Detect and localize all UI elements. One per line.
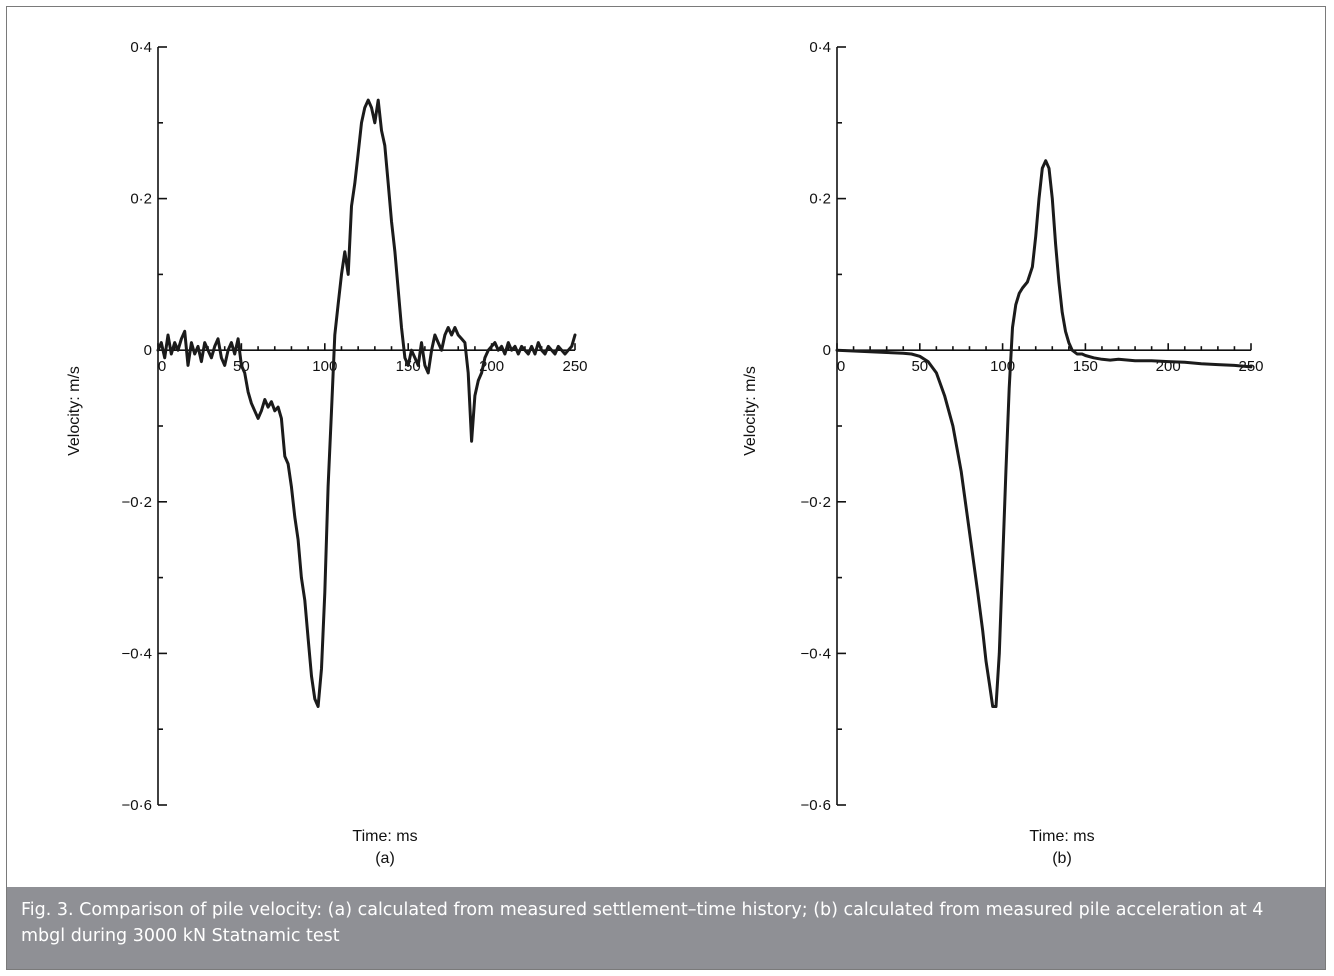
y-tick-label: −0·6 [122, 797, 152, 814]
panel-a: 0·40·20−0·2−0·4−0·60 50 100 150 200 250Veloci… [66, 39, 588, 867]
y-tick-label: −0·6 [801, 797, 831, 814]
y-axis-title: Velocity: m/s [742, 366, 759, 456]
x-tick-label: 50 [911, 358, 928, 375]
y-tick-label: −0·2 [122, 494, 152, 511]
velocity-series-line [835, 159, 1253, 708]
y-tick-label: 0·2 [809, 191, 831, 208]
y-tick-label: −0·4 [122, 645, 152, 662]
y-tick-label: −0·2 [801, 494, 831, 511]
y-tick-label: 0·4 [130, 39, 152, 56]
x-axis-title: Time: ms [352, 828, 417, 845]
chart-canvas: 0·40·20−0·2−0·4−0·60 50 100 150 200 250Veloci… [66, 39, 1264, 867]
x-tick-label: 250 [562, 358, 587, 375]
panel-label: (b) [1052, 850, 1072, 867]
velocity-series-line [156, 98, 577, 708]
x-axis-title: Time: ms [1029, 828, 1094, 845]
y-tick-label: 0 [823, 342, 831, 359]
x-tick-label: 0 [158, 358, 166, 375]
caption-box: Fig. 3. Comparison of pile velocity: (a)… [7, 887, 1325, 969]
figure-caption: Fig. 3. Comparison of pile velocity: (a)… [21, 900, 1264, 946]
y-tick-label: −0·4 [801, 645, 831, 662]
x-tick-label: 150 [1073, 358, 1098, 375]
panel-label: (a) [375, 850, 395, 867]
plots-area: 0·4 0·2 0 −0·2 −0·4 −0·6 0 50 100 150 200 250 Veloci… [7, 7, 1325, 887]
panel-b: 0·40·20−0·2−0·4−0·60 50 100 150 200 250Veloci… [742, 39, 1264, 867]
y-tick-label: 0·4 [809, 39, 831, 56]
figure: 0·4 0·2 0 −0·2 −0·4 −0·6 0 50 100 150 200 250 Veloci… [6, 6, 1326, 970]
y-tick-label: 0·2 [130, 191, 152, 208]
x-tick-label: 100 [312, 358, 337, 375]
x-tick-label: 0 [837, 358, 845, 375]
y-axis-title: Velocity: m/s [66, 366, 83, 456]
y-tick-label: 0 [144, 342, 152, 359]
